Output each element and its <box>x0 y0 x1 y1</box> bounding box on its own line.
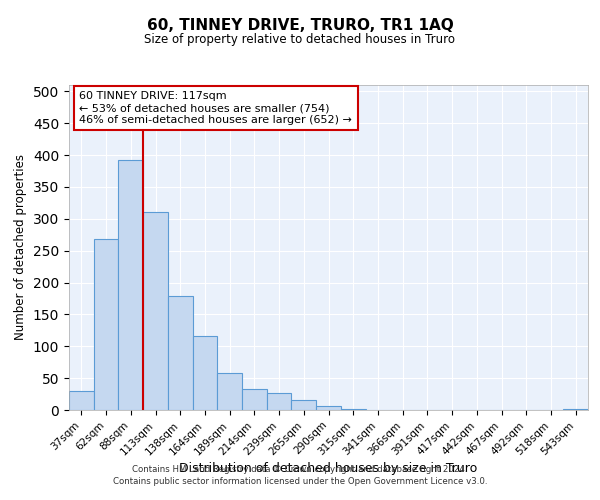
Bar <box>94 239 118 410</box>
Text: Contains public sector information licensed under the Open Government Licence v3: Contains public sector information licen… <box>113 477 487 486</box>
X-axis label: Distribution of detached houses by size in Truro: Distribution of detached houses by size … <box>179 462 478 475</box>
Bar <box>193 336 217 410</box>
Bar <box>563 408 588 410</box>
Y-axis label: Number of detached properties: Number of detached properties <box>14 154 28 340</box>
Text: 60, TINNEY DRIVE, TRURO, TR1 1AQ: 60, TINNEY DRIVE, TRURO, TR1 1AQ <box>146 18 454 32</box>
Bar <box>69 391 94 410</box>
Bar <box>118 160 143 410</box>
Bar <box>267 394 292 410</box>
Text: Contains HM Land Registry data © Crown copyright and database right 2024.: Contains HM Land Registry data © Crown c… <box>132 465 468 474</box>
Text: Size of property relative to detached houses in Truro: Size of property relative to detached ho… <box>145 32 455 46</box>
Text: 60 TINNEY DRIVE: 117sqm
← 53% of detached houses are smaller (754)
46% of semi-d: 60 TINNEY DRIVE: 117sqm ← 53% of detache… <box>79 92 352 124</box>
Bar <box>316 406 341 410</box>
Bar <box>168 296 193 410</box>
Bar <box>242 389 267 410</box>
Bar <box>143 212 168 410</box>
Bar <box>292 400 316 410</box>
Bar <box>217 373 242 410</box>
